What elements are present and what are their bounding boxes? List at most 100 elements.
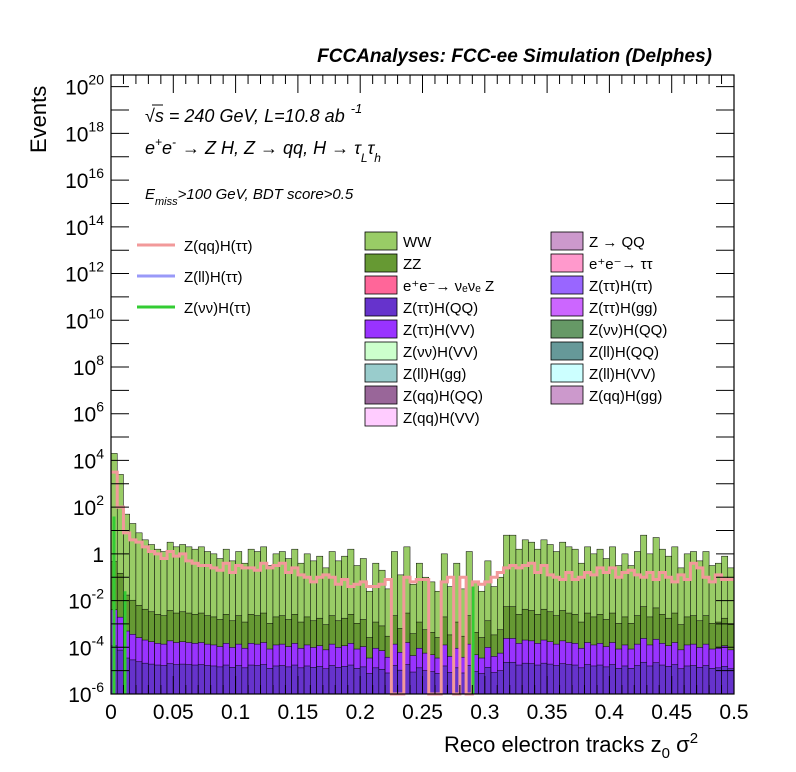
legend-swatch bbox=[364, 297, 398, 317]
legend-swatch bbox=[550, 275, 584, 295]
histogram-bar bbox=[553, 665, 560, 695]
y-tick-label: 1014 bbox=[65, 212, 104, 240]
histogram-bar bbox=[503, 661, 510, 695]
x-axis-title: Reco electron tracks z0 σ2 bbox=[444, 730, 698, 762]
histogram-bar bbox=[640, 661, 648, 695]
x-tick-label: 0.45 bbox=[651, 701, 692, 724]
legend-swatch bbox=[550, 341, 584, 361]
legend-label: e⁺e⁻→ νₑνₑ Z bbox=[403, 278, 494, 295]
histogram-bar bbox=[341, 666, 348, 695]
legend-label: e⁺e⁻→ ττ bbox=[589, 256, 653, 273]
legend-label: Z(ll)H(QQ) bbox=[589, 344, 659, 361]
histogram-bar bbox=[359, 666, 367, 695]
histogram-bar bbox=[197, 664, 205, 695]
legend-label: Z(ττ)H(QQ) bbox=[403, 300, 478, 317]
legend-swatch bbox=[364, 407, 398, 427]
y-axis-title: Events bbox=[26, 86, 51, 153]
histogram-bar bbox=[546, 663, 554, 695]
legend: Z(qq)H(ττ) Z(ll)H(ττ) Z(νν)H(ττ) WW ZZ e⁺e⁻→ … bbox=[137, 231, 667, 427]
histogram-bar bbox=[584, 664, 591, 695]
y-tick-label: 10-2 bbox=[68, 586, 104, 614]
legend-swatch bbox=[364, 385, 398, 405]
legend-swatch bbox=[364, 231, 398, 251]
histogram-bar bbox=[671, 664, 679, 695]
histogram-bar bbox=[658, 664, 666, 695]
histogram-bar bbox=[578, 667, 585, 695]
histogram-bar bbox=[347, 664, 355, 695]
histogram-bar bbox=[634, 665, 641, 695]
legend-swatch bbox=[364, 275, 398, 295]
energy-lumi-label: √s = 240 GeV, L=10.8 ab -1 bbox=[145, 101, 362, 126]
svg-text:Reco electron tracks z0 σ2: Reco electron tracks z0 σ2 bbox=[444, 730, 698, 762]
histogram-bar bbox=[322, 668, 330, 695]
histogram-bar bbox=[316, 666, 324, 695]
histogram-bar bbox=[621, 665, 629, 695]
x-tick-label: 0.25 bbox=[402, 701, 443, 724]
histogram-bar bbox=[116, 649, 124, 695]
histogram-bar bbox=[416, 667, 423, 695]
legend-swatch bbox=[364, 363, 398, 383]
y-tick-label: 104 bbox=[73, 445, 104, 473]
x-axis-title-sup: 2 bbox=[690, 730, 698, 747]
histogram-bar bbox=[185, 664, 193, 695]
histogram-bar bbox=[216, 666, 224, 695]
histogram-bar bbox=[353, 668, 361, 695]
histogram-bar bbox=[335, 667, 342, 695]
y-tick-label: 1 bbox=[92, 544, 104, 567]
histogram-bar bbox=[372, 667, 380, 695]
y-tick-label: 1020 bbox=[65, 72, 104, 100]
histogram-bar bbox=[515, 664, 523, 695]
legend-label: WW bbox=[403, 234, 432, 251]
histogram-bar bbox=[484, 667, 492, 695]
legend-label: Z(qq)H(VV) bbox=[403, 410, 480, 427]
histogram-bar bbox=[285, 666, 292, 695]
legend-label: Z(ττ)H(VV) bbox=[403, 322, 475, 339]
x-axis-title-main: Reco electron tracks z bbox=[444, 732, 662, 757]
legend-signal-label: Z(ll)H(ττ) bbox=[184, 269, 243, 286]
legend-label: Z → QQ bbox=[589, 234, 645, 251]
histogram-bar bbox=[559, 663, 567, 695]
histogram-bar bbox=[260, 664, 267, 695]
legend-signal-label: Z(νν)H(ττ) bbox=[184, 300, 251, 317]
histogram-bar bbox=[702, 665, 710, 695]
histogram-bar bbox=[366, 673, 373, 695]
y-tick-label: 1016 bbox=[65, 165, 104, 193]
y-tick-label: 108 bbox=[73, 352, 104, 380]
y-tick-label: 102 bbox=[73, 492, 104, 520]
histogram-bar bbox=[166, 663, 174, 695]
legend-swatch bbox=[364, 341, 398, 361]
histogram-bar bbox=[571, 664, 579, 695]
x-axis-ticks: 0 0.05 0.1 0.15 0.2 0.25 0.3 0.35 0.4 0.45 0.5 bbox=[105, 75, 749, 724]
x-tick-label: 0.4 bbox=[595, 701, 625, 724]
histogram-bar bbox=[266, 668, 274, 695]
histogram-bar bbox=[665, 666, 672, 695]
histogram-bar bbox=[646, 665, 654, 695]
x-tick-label: 0.05 bbox=[153, 701, 194, 724]
histogram-bar bbox=[310, 667, 317, 695]
legend-label: Z(qq)H(QQ) bbox=[403, 388, 483, 405]
histogram-bar bbox=[715, 667, 722, 695]
legend-label: Z(ττ)H(ττ) bbox=[589, 278, 653, 295]
histogram-bar bbox=[609, 664, 616, 695]
legend-label: Z(qq)H(gg) bbox=[589, 388, 662, 405]
histogram-bar bbox=[160, 665, 168, 695]
legend-label: Z(νν)H(QQ) bbox=[589, 322, 667, 339]
histogram-bar bbox=[540, 662, 548, 695]
histogram-bar bbox=[708, 668, 716, 695]
histogram-bar bbox=[141, 662, 149, 695]
histogram-bar bbox=[148, 663, 155, 695]
histogram-bar bbox=[191, 664, 199, 695]
legend-swatch bbox=[364, 253, 398, 273]
x-tick-label: 0.15 bbox=[277, 701, 318, 724]
signal-line-zqq-htautau bbox=[111, 470, 734, 696]
legend-label: Z(ll)H(gg) bbox=[403, 366, 466, 383]
histogram-bar bbox=[291, 664, 299, 695]
histogram-bar bbox=[303, 665, 311, 695]
histogram-bar bbox=[254, 665, 261, 695]
histogram-bar bbox=[179, 663, 187, 695]
histogram-bar bbox=[683, 665, 691, 695]
legend-label: Z(ττ)H(gg) bbox=[589, 300, 658, 317]
histogram-bar bbox=[534, 664, 542, 695]
histogram-bar bbox=[241, 667, 249, 695]
